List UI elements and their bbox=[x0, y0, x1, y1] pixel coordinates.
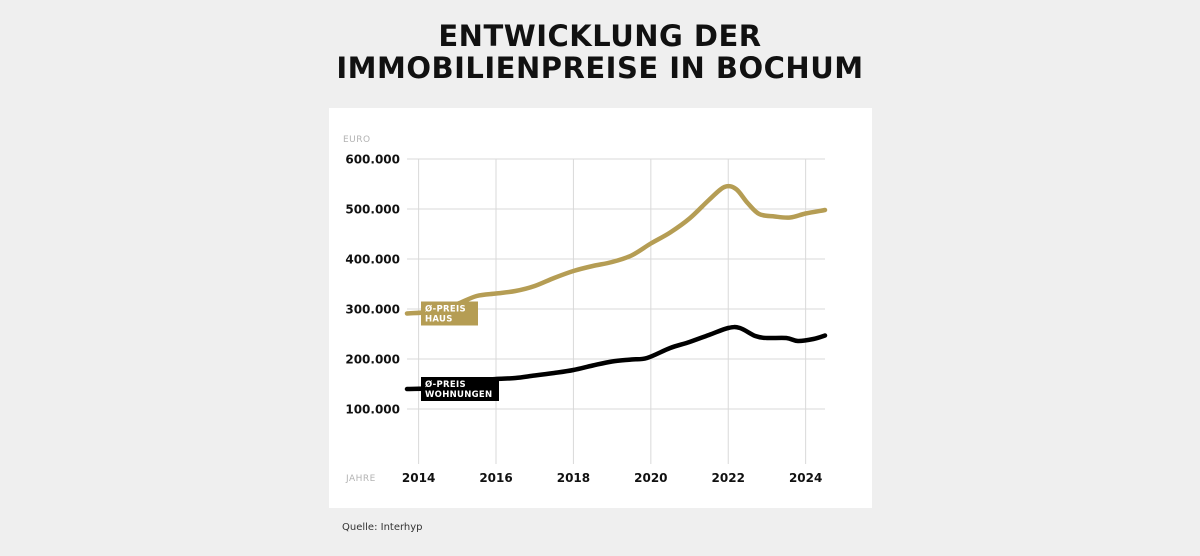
x-tick-label: 2020 bbox=[634, 471, 667, 485]
series-line-haus bbox=[404, 183, 828, 316]
y-tick-label: 200.000 bbox=[345, 353, 400, 367]
y-tick-label: 300.000 bbox=[345, 303, 400, 317]
line-chart: EURO JAHRE 100.000 200.000 300.000 400.000 500… bbox=[343, 135, 828, 485]
x-axis-title: JAHRE bbox=[345, 474, 376, 484]
series-label-box-haus bbox=[421, 301, 478, 326]
x-tick-label: 2016 bbox=[479, 471, 512, 485]
chart-title-line-1: ENTWICKLUNG DER bbox=[438, 19, 762, 53]
series-label-text: Ø-PREIS bbox=[425, 379, 466, 390]
x-tick-label: 2024 bbox=[789, 471, 822, 485]
x-tick-label: 2018 bbox=[557, 471, 590, 485]
x-tick-label: 2022 bbox=[712, 471, 745, 485]
series-label-text: WOHNUNGEN bbox=[425, 390, 492, 400]
y-tick-label: 100.000 bbox=[345, 403, 400, 417]
chart-title: ENTWICKLUNG DER IMMOBILIENPREISE IN BOCH… bbox=[0, 20, 1200, 84]
chart-card: EURO JAHRE 100.000 200.000 300.000 400.000 500… bbox=[329, 108, 872, 508]
series-label-text: Ø-PREIS bbox=[425, 304, 466, 315]
source-note: Quelle: Interhyp bbox=[342, 522, 423, 533]
y-tick-label: 500.000 bbox=[345, 203, 400, 217]
x-tick-label: 2014 bbox=[402, 471, 435, 485]
series-label-text: HAUS bbox=[425, 315, 453, 325]
chart-title-line-2: IMMOBILIENPREISE IN BOCHUM bbox=[336, 51, 864, 85]
y-tick-label: 400.000 bbox=[345, 253, 400, 267]
series-label-box-wohnungen bbox=[421, 377, 499, 401]
y-axis-title: EURO bbox=[343, 135, 371, 145]
y-tick-label: 600.000 bbox=[345, 153, 400, 167]
